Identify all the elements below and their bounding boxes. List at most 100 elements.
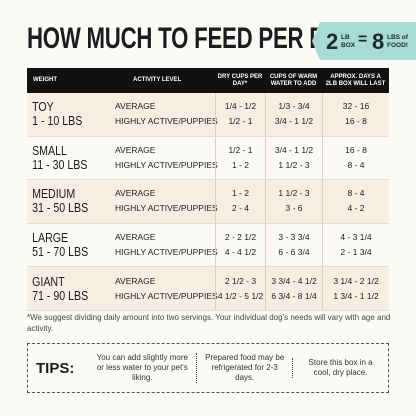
activity-cell: AVERAGE HIGHLY ACTIVE/PUPPIES (105, 230, 218, 260)
water-cell: 1 1/2 - 3 3 - 6 (265, 180, 322, 223)
weight-cell: TOY 1 - 10 LBS (27, 100, 93, 128)
water-value: 3 3/4 - 4 1/2 (271, 275, 317, 286)
badge-box-unit: BOX (341, 42, 356, 49)
activity-level: HIGHLY ACTIVE/PUPPIES (115, 290, 218, 301)
tip: Prepared food may be refrigerated for 2-… (196, 353, 292, 383)
dry-value: 1/2 - 1 (228, 116, 253, 127)
dry-value: 1 - 2 (231, 159, 249, 170)
water-cell: 3/4 - 1 1/2 1 1/2 - 3 (265, 136, 322, 180)
activity-level: AVERAGE (115, 232, 156, 243)
column-header: WEIGHT (33, 77, 57, 83)
tip: Store this box in a cool, dry place. (292, 358, 388, 378)
table-row: GIANT 71 - 90 LBS AVERAGE HIGHLY ACTIVE/PUP… (27, 267, 389, 311)
activity-level: HIGHLY ACTIVE/PUPPIES (115, 116, 218, 127)
activity-level: AVERAGE (115, 275, 156, 286)
dry-value: 2 - 2 1/2 (224, 232, 257, 243)
days-value: 16 - 8 (345, 144, 367, 155)
days-value: 32 - 16 (342, 101, 370, 112)
dry-value: 2 1/2 - 3 (224, 275, 257, 286)
feeding-table: WEIGHT ACTIVITY LEVEL DRY CUPS PER DAY* CUP… (27, 68, 389, 311)
days-value: 8 - 4 (347, 159, 365, 170)
badge-food-unit: LBS of (387, 34, 408, 41)
weight-class: SMALL (32, 143, 67, 158)
badge-food-amount: 8 (372, 29, 385, 54)
activity-cell: AVERAGE HIGHLY ACTIVE/PUPPIES (105, 186, 218, 216)
dry-value: 1/2 - 1 (228, 144, 253, 155)
weight-class: LARGE (32, 231, 69, 246)
dry-cell: 2 - 2 1/2 4 - 4 1/2 (215, 223, 265, 267)
footnote: *We suggest dividing daily amount into t… (27, 313, 391, 333)
days-value: 4 - 3 1/4 (340, 232, 372, 243)
tips-box: TIPS: You can add slightly more or less … (27, 343, 389, 393)
weight-cell: GIANT 71 - 90 LBS (27, 275, 93, 303)
activity-level: AVERAGE (115, 188, 156, 199)
activity-cell: AVERAGE HIGHLY ACTIVE/PUPPIES (105, 99, 218, 129)
water-value: 6 - 6 3/4 (278, 247, 310, 258)
weight-class: GIANT (32, 274, 65, 289)
days-value: 2 - 1 3/4 (340, 247, 372, 258)
table-row: TOY 1 - 10 LBS AVERAGE HIGHLY ACTIVE/PUPPIE… (27, 93, 389, 137)
water-value: 3/4 - 1 1/2 (274, 116, 314, 127)
weight-cell: LARGE 51 - 70 LBS (27, 231, 93, 259)
table-row: SMALL 11 - 30 LBS AVERAGE HIGHLY ACTIVE/PUP… (27, 136, 389, 181)
days-value: 8 - 4 (347, 188, 365, 199)
water-value: 1/3 - 3/4 (278, 101, 310, 112)
activity-cell: AVERAGE HIGHLY ACTIVE/PUPPIES (105, 274, 218, 304)
activity-level: HIGHLY ACTIVE/PUPPIES (115, 159, 218, 170)
badge-box-unit: LB (341, 34, 350, 41)
dry-cell: 1/4 - 1/2 1/2 - 1 (215, 93, 265, 136)
water-value: 1 1/2 - 3 (278, 159, 310, 170)
dry-cell: 2 1/2 - 3 4 1/2 - 5 1/2 (215, 267, 265, 310)
table-row: LARGE 51 - 70 LBS AVERAGE HIGHLY ACTIVE/PUP… (27, 223, 389, 268)
days-cell: 4 - 3 1/4 2 - 1 3/4 (322, 223, 389, 267)
weight-range: 11 - 30 LBS (32, 157, 88, 172)
weight-class: TOY (32, 100, 54, 115)
weight-range: 51 - 70 LBS (32, 245, 89, 260)
water-cell: 1/3 - 3/4 3/4 - 1 1/2 (265, 93, 322, 136)
days-cell: 3 1/4 - 2 1/2 1 3/4 - 1 1/2 (322, 267, 389, 310)
badge-box-amount: 2 (326, 29, 339, 54)
dry-cell: 1/2 - 1 1 - 2 (215, 136, 265, 180)
badge: 2 LB BOX = 8 LBS of FOOD! (312, 22, 416, 60)
dry-value: 4 1/2 - 5 1/2 (217, 290, 264, 301)
column-header: APPROX. DAYS A 2LB BOX WILL LAST (325, 73, 386, 87)
days-value: 4 - 2 (347, 203, 365, 214)
days-cell: 16 - 8 8 - 4 (322, 136, 389, 180)
water-value: 3/4 - 1 1/2 (274, 144, 314, 155)
water-value: 6 3/4 - 8 1/4 (271, 290, 317, 301)
badge-equals: = (358, 31, 368, 48)
weight-range: 1 - 10 LBS (32, 114, 83, 129)
days-cell: 32 - 16 16 - 8 (322, 93, 389, 136)
water-cell: 3 - 3 3/4 6 - 6 3/4 (265, 223, 322, 267)
badge-food-unit: FOOD! (387, 42, 408, 49)
weight-cell: MEDIUM 31 - 50 LBS (27, 187, 93, 215)
title: HOW MUCH TO FEED PER DAY (27, 22, 354, 55)
dry-value: 2 - 4 (231, 203, 249, 214)
dry-value: 1/4 - 1/2 (224, 101, 257, 112)
activity-level: AVERAGE (115, 144, 156, 155)
weight-cell: SMALL 11 - 30 LBS (27, 144, 93, 172)
dry-value: 4 - 4 1/2 (224, 247, 257, 258)
days-value: 16 - 8 (345, 116, 367, 127)
activity-cell: AVERAGE HIGHLY ACTIVE/PUPPIES (105, 143, 218, 173)
water-value: 3 - 6 (285, 203, 303, 214)
badge-shape (312, 22, 416, 60)
water-value: 3 - 3 3/4 (278, 232, 310, 243)
water-value: 1 1/2 - 3 (278, 188, 310, 199)
dry-cell: 1 - 2 2 - 4 (215, 180, 265, 223)
weight-range: 31 - 50 LBS (32, 201, 89, 216)
weight-class: MEDIUM (32, 187, 76, 202)
tips-label: TIPS: (36, 359, 75, 377)
days-cell: 8 - 4 4 - 2 (322, 180, 389, 223)
days-value: 3 1/4 - 2 1/2 (333, 275, 379, 286)
weight-range: 71 - 90 LBS (32, 288, 89, 303)
column-header: ACTIVITY LEVEL (133, 77, 182, 83)
tip: You can add slightly more or less water … (96, 353, 188, 382)
activity-level: HIGHLY ACTIVE/PUPPIES (115, 203, 218, 214)
column-header: DRY CUPS PER DAY* (217, 73, 263, 87)
days-value: 1 3/4 - 1 1/2 (333, 290, 379, 301)
water-cell: 3 3/4 - 4 1/2 6 3/4 - 8 1/4 (265, 267, 322, 310)
table-header: WEIGHT ACTIVITY LEVEL DRY CUPS PER DAY* CUP… (27, 68, 389, 93)
dry-value: 1 - 2 (231, 188, 249, 199)
